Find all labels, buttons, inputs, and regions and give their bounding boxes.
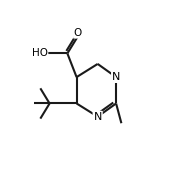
Text: N: N [94,112,102,122]
Text: HO: HO [32,48,48,58]
Text: O: O [74,28,82,38]
Text: N: N [112,72,120,82]
